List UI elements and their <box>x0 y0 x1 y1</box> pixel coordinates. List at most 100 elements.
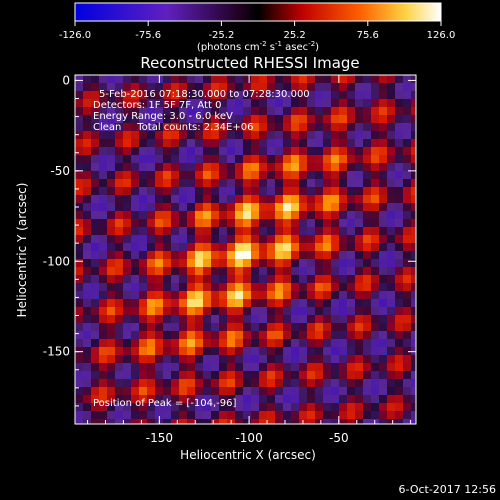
heatmap-cell <box>171 347 179 355</box>
heatmap-cell <box>75 171 83 179</box>
heatmap-cell <box>347 187 355 195</box>
heatmap-cell <box>251 99 259 107</box>
heatmap-cell <box>251 259 259 267</box>
heatmap-cell <box>251 315 259 323</box>
heatmap-cell <box>315 419 323 424</box>
heatmap-cell <box>323 147 331 155</box>
heatmap-cell <box>131 211 139 219</box>
heatmap-cell <box>339 163 347 171</box>
heatmap-cell <box>403 411 411 419</box>
heatmap-cell <box>251 387 259 395</box>
heatmap-cell <box>403 99 411 107</box>
heatmap-cell <box>347 323 355 331</box>
heatmap-cell <box>331 347 339 355</box>
heatmap-cell <box>387 211 395 219</box>
heatmap-cell <box>211 259 219 267</box>
heatmap-cell <box>235 123 243 131</box>
heatmap-cell <box>259 83 267 91</box>
heatmap-cell <box>403 187 411 195</box>
heatmap-cell <box>395 419 403 424</box>
heatmap-cell <box>315 219 323 227</box>
heatmap-cell <box>163 251 171 259</box>
heatmap-cell <box>339 227 347 235</box>
heatmap-cell <box>123 259 131 267</box>
heatmap-cell <box>387 83 395 91</box>
heatmap-cell <box>275 179 283 187</box>
heatmap-cell <box>403 139 411 147</box>
heatmap-cell <box>387 155 395 163</box>
heatmap-cell <box>195 251 203 259</box>
heatmap-cell <box>107 339 115 347</box>
heatmap-cell <box>163 139 171 147</box>
heatmap-cell <box>171 75 179 83</box>
heatmap-cell <box>315 243 323 251</box>
heatmap-cell <box>123 387 131 395</box>
heatmap-cell <box>83 131 91 139</box>
heatmap-cell <box>83 227 91 235</box>
heatmap-cell <box>363 419 371 424</box>
heatmap-cell <box>267 75 275 83</box>
heatmap-cell <box>299 379 307 387</box>
heatmap-cell <box>179 259 187 267</box>
heatmap-cell <box>315 235 323 243</box>
heatmap-cell <box>179 147 187 155</box>
heatmap-cell <box>291 275 299 283</box>
heatmap-cell <box>283 99 291 107</box>
heatmap-cell <box>371 195 379 203</box>
heatmap-cell <box>91 99 99 107</box>
heatmap-cell <box>179 267 187 275</box>
heatmap-cell <box>323 211 331 219</box>
heatmap-cell <box>403 123 411 131</box>
heatmap-cell <box>339 291 347 299</box>
heatmap-cell <box>283 211 291 219</box>
heatmap-cell <box>211 99 219 107</box>
heatmap-cell <box>131 339 139 347</box>
heatmap-cell <box>283 299 291 307</box>
heatmap-cell <box>243 171 251 179</box>
heatmap-cell <box>179 243 187 251</box>
heatmap-cell <box>307 419 315 424</box>
heatmap-cell <box>331 291 339 299</box>
heatmap-cell <box>299 131 307 139</box>
heatmap-cell <box>235 283 243 291</box>
heatmap-cell <box>299 203 307 211</box>
heatmap-cell <box>275 411 283 419</box>
heatmap-cell <box>347 251 355 259</box>
heatmap-cell <box>171 123 179 131</box>
heatmap-cell <box>267 411 275 419</box>
heatmap-cell <box>275 75 283 83</box>
heatmap-cell <box>179 371 187 379</box>
heatmap-cell <box>331 219 339 227</box>
heatmap-cell <box>267 211 275 219</box>
heatmap-cell <box>323 363 331 371</box>
heatmap-cell <box>267 139 275 147</box>
heatmap-cell <box>395 299 403 307</box>
heatmap-cell <box>275 235 283 243</box>
heatmap-cell <box>259 243 267 251</box>
heatmap-cell <box>363 147 371 155</box>
heatmap-cell <box>147 411 155 419</box>
heatmap-cell <box>163 275 171 283</box>
heatmap-cell <box>155 315 163 323</box>
heatmap-cell <box>139 323 147 331</box>
heatmap-cell <box>227 403 235 411</box>
heatmap-cell <box>379 379 387 387</box>
heatmap-cell <box>203 115 211 123</box>
heatmap-cell <box>139 227 147 235</box>
heatmap-cell <box>171 203 179 211</box>
heatmap-cell <box>251 275 259 283</box>
heatmap-cell <box>147 203 155 211</box>
heatmap-cell <box>267 227 275 235</box>
heatmap-cell <box>379 259 387 267</box>
heatmap-cell <box>99 403 107 411</box>
heatmap-cell <box>211 75 219 83</box>
heatmap-cell <box>99 155 107 163</box>
heatmap-cell <box>163 219 171 227</box>
heatmap-cell <box>171 107 179 115</box>
heatmap-cell <box>323 195 331 203</box>
heatmap-cell <box>187 123 195 131</box>
heatmap-cell <box>195 259 203 267</box>
heatmap-cell <box>307 339 315 347</box>
heatmap-cell <box>411 99 416 107</box>
colorbar-tick-label: -126.0 <box>59 30 91 41</box>
